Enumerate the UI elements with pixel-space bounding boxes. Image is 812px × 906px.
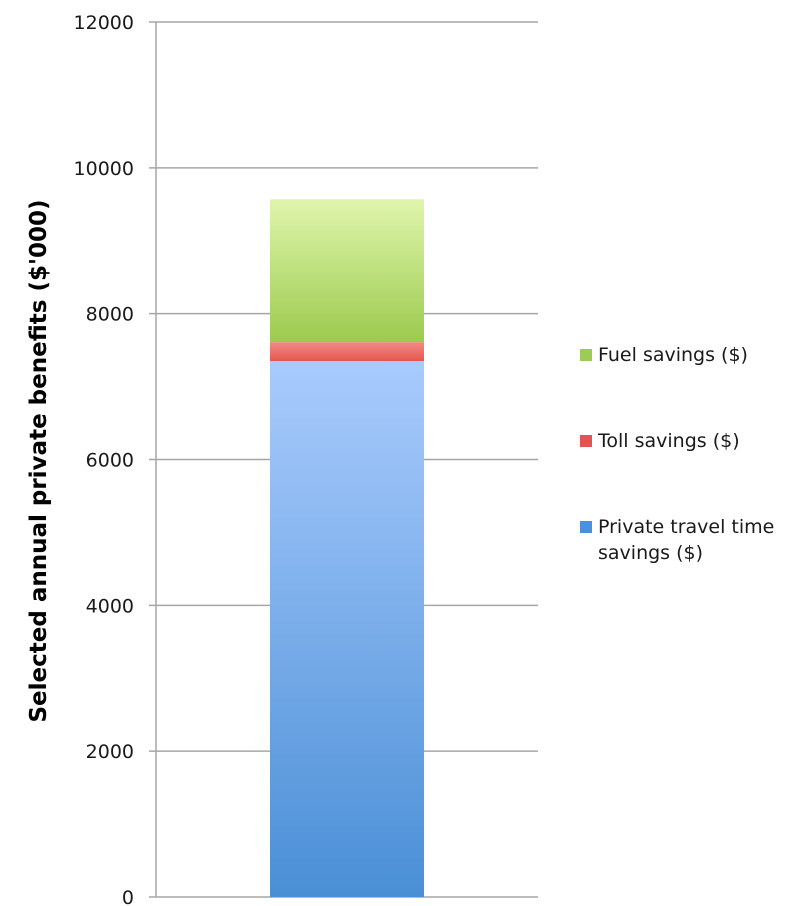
bar-segment (270, 361, 424, 897)
y-tick-label: 6000 (86, 450, 134, 472)
legend-swatch (580, 349, 592, 361)
y-tick-label: 4000 (86, 595, 134, 617)
legend-item: Private travel time savings ($) (580, 516, 774, 564)
y-tick-label: 2000 (86, 741, 134, 763)
bar-segment (270, 199, 424, 343)
legend-item: Fuel savings ($) (580, 344, 748, 366)
y-tick-label: 12000 (74, 12, 134, 34)
bar-segment (270, 342, 424, 362)
y-tick-labels: 0 2000 4000 6000 8000 10000 12000 (74, 12, 134, 906)
legend: Fuel savings ($) Toll savings ($) Private … (580, 344, 774, 564)
legend-swatch (580, 435, 592, 447)
legend-label: Fuel savings ($) (598, 344, 748, 366)
y-axis-title: Selected annual private benefits ($'000) (26, 199, 52, 722)
y-tick-label: 8000 (86, 304, 134, 326)
legend-swatch (580, 521, 592, 533)
legend-label: Toll savings ($) (597, 430, 740, 452)
legend-label: Private travel time savings ($) (598, 516, 774, 564)
legend-item: Toll savings ($) (580, 430, 740, 452)
y-tick-label: 10000 (74, 158, 134, 180)
y-tick-label: 0 (122, 887, 134, 906)
bar-stack (270, 199, 424, 897)
